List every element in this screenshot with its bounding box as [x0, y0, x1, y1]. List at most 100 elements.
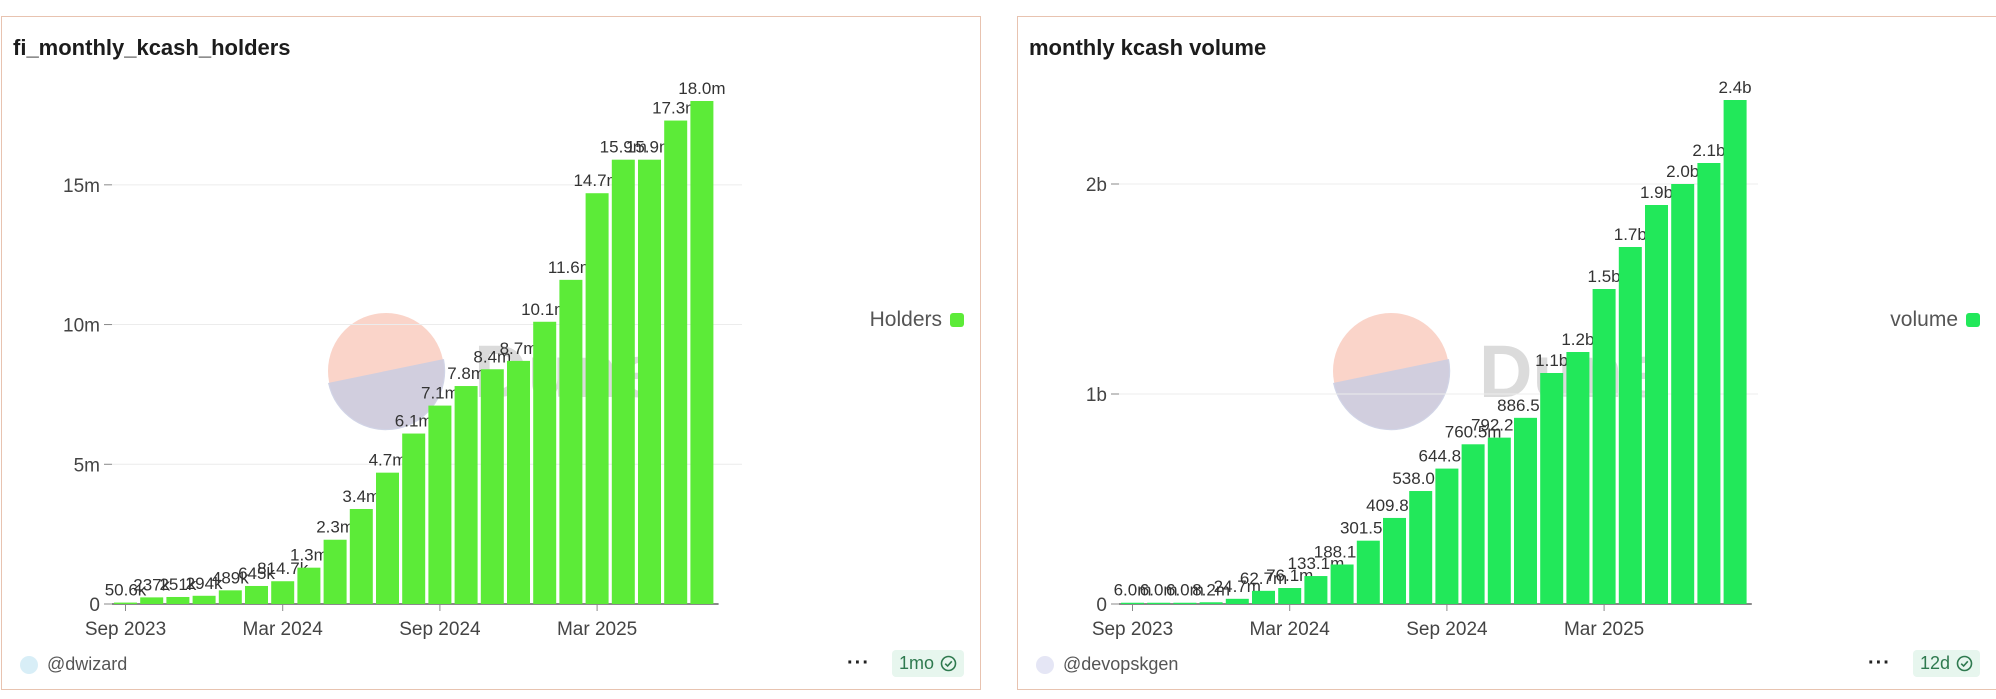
refresh-age-badge[interactable]: 1mo: [891, 650, 964, 677]
legend-label: volume: [1890, 308, 1958, 331]
data-label: 1.1b: [1535, 351, 1568, 370]
bar: [166, 596, 190, 604]
author-name: @devopskgen: [1063, 654, 1179, 674]
data-label: 6.0m: [1114, 581, 1152, 600]
bar: [1540, 373, 1564, 604]
x-tick-label: Mar 2025: [1564, 619, 1644, 640]
data-label: 14.7m: [573, 171, 620, 190]
x-tick-label: Sep 2023: [1092, 619, 1173, 640]
data-label: 10.1m: [521, 300, 568, 319]
bar: [507, 360, 530, 604]
chart-title: monthly kcash volume: [1029, 35, 1267, 60]
x-tick-label: Mar 2025: [557, 619, 637, 640]
bar: [192, 595, 216, 604]
data-label: 792.2m: [1471, 416, 1528, 435]
x-tick-label: Mar 2024: [243, 619, 324, 640]
bar: [638, 159, 661, 604]
bar: [1645, 205, 1668, 604]
data-label: 24.7m: [1214, 577, 1261, 596]
bar: [1173, 602, 1197, 604]
y-tick-label: 15m: [63, 176, 100, 197]
data-label: 188.1m: [1314, 542, 1371, 561]
bar: [428, 405, 452, 604]
data-label: 489k: [212, 568, 249, 587]
data-label: 237k: [133, 575, 170, 594]
author-link[interactable]: @dwizard: [20, 654, 127, 675]
data-label: 7.1m: [421, 384, 459, 403]
more-options-icon[interactable]: ···: [847, 652, 870, 674]
data-label: 15.9m: [626, 138, 673, 157]
data-label: 3.4m: [342, 487, 380, 506]
data-label: 409.8m: [1366, 496, 1423, 515]
bar: [349, 508, 373, 604]
bar: [1435, 468, 1459, 604]
bar: [1487, 437, 1511, 604]
bar: [1697, 163, 1721, 604]
data-label: 76.1m: [1266, 566, 1313, 585]
watermark-circle-bottom: [328, 359, 446, 431]
x-tick-label: Sep 2023: [85, 619, 166, 640]
y-tick-label: 5m: [74, 455, 100, 476]
data-label: 17.3m: [652, 99, 699, 118]
legend-swatch: [1966, 313, 1980, 327]
bar: [297, 567, 321, 604]
chart-legend[interactable]: volume: [1890, 308, 1980, 332]
refresh-age: 1mo: [898, 653, 934, 673]
bar: [271, 581, 295, 604]
data-label: 644.8m: [1419, 447, 1476, 466]
data-label: 886.5m: [1497, 396, 1554, 415]
bar: [1278, 588, 1302, 604]
bar: [1304, 576, 1328, 604]
chart-legend[interactable]: Holders: [870, 308, 964, 332]
avatar: [20, 655, 38, 674]
data-label: 7.8m: [447, 364, 485, 383]
data-label: 301.5m: [1340, 519, 1397, 538]
bar: [140, 597, 164, 604]
refresh-age-badge[interactable]: 12d: [1912, 650, 1980, 677]
data-label: 2.0b: [1666, 162, 1699, 181]
data-label: 1.5b: [1588, 267, 1621, 286]
bar: [1383, 517, 1406, 604]
bar: [323, 539, 347, 604]
bar: [1330, 564, 1354, 604]
data-label: 1.3m: [290, 546, 328, 565]
bar: [245, 585, 268, 604]
bar: [690, 101, 714, 604]
bar: [218, 590, 242, 604]
bar: [1723, 100, 1747, 604]
bar: [1461, 444, 1485, 604]
data-label: 294k: [186, 574, 223, 593]
data-label: 2.4b: [1719, 78, 1752, 97]
bar: [1592, 289, 1616, 604]
chart-card-holders: Dune05m10m15m50.6k237k251k294k489k645k81…: [1, 16, 981, 690]
bar: [1147, 602, 1171, 604]
data-label: 251k: [159, 575, 196, 594]
bar: [1252, 590, 1275, 604]
data-label: 1.2b: [1561, 330, 1594, 349]
data-label: 15.9m: [600, 138, 647, 157]
author-link[interactable]: @devopskgen: [1036, 654, 1178, 675]
data-label: 6.1m: [395, 412, 433, 431]
bar: [454, 386, 478, 604]
data-label: 645k: [238, 564, 275, 583]
bar: [376, 472, 399, 604]
author-name: @dwizard: [47, 654, 128, 674]
watermark-circle-bottom: [1333, 359, 1451, 431]
legend-swatch: [950, 313, 964, 327]
volume-chart: Dune01b2b6.0m6.0m6.0m8.2m24.7m62.7m76.1m…: [1086, 78, 1758, 640]
legend-label: Holders: [869, 308, 942, 331]
refresh-age: 12d: [1919, 653, 1950, 673]
bar: [533, 321, 557, 604]
bar: [1618, 247, 1642, 604]
data-label: 1.7b: [1614, 225, 1647, 244]
data-label: 760.5m: [1445, 422, 1502, 441]
holders-chart: Dune05m10m15m50.6k237k251k294k489k645k81…: [63, 79, 742, 640]
data-label: 814.7k: [257, 559, 309, 578]
bar: [114, 602, 137, 604]
chart-title: fi_monthly_kcash_holders: [13, 35, 291, 60]
bar: [1566, 352, 1590, 604]
bar: [1225, 598, 1249, 604]
more-options-icon[interactable]: ···: [1867, 652, 1891, 674]
bar: [402, 433, 426, 604]
data-label: 4.7m: [369, 451, 407, 470]
